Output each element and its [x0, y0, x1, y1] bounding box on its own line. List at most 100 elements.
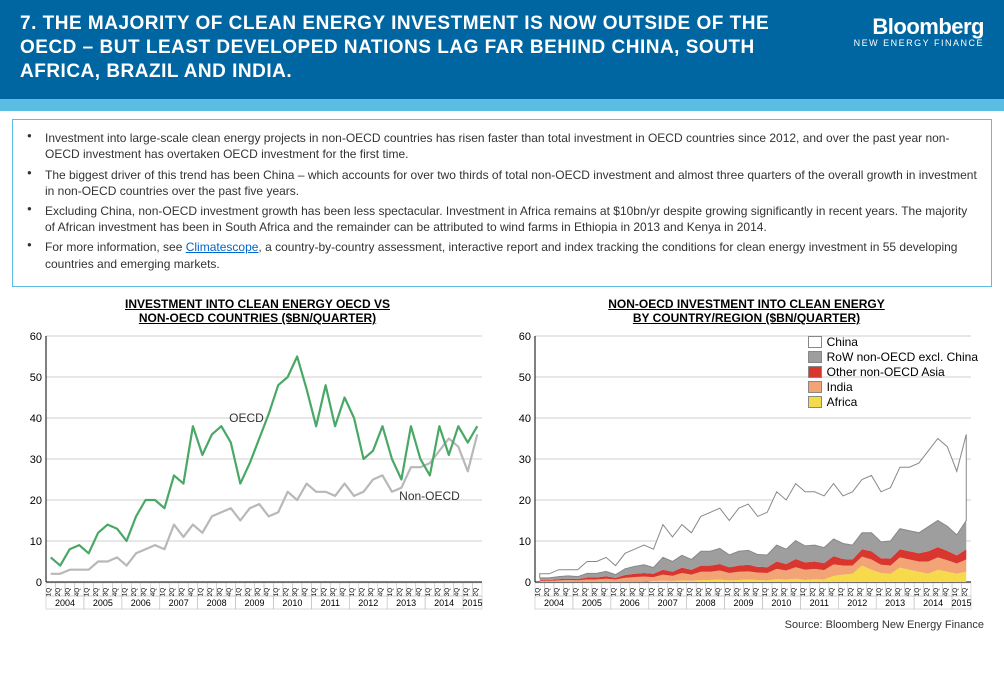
- bullet-item: For more information, see Climatescope, …: [27, 239, 977, 271]
- svg-text:2005: 2005: [582, 598, 602, 608]
- legend-item: Africa: [808, 395, 978, 410]
- svg-text:2005: 2005: [93, 598, 113, 608]
- svg-text:1Q: 1Q: [573, 587, 580, 596]
- svg-text:4Q: 4Q: [753, 587, 760, 596]
- source-text: Source: Bloomberg New Energy Finance: [0, 619, 1004, 631]
- svg-text:2Q: 2Q: [93, 587, 100, 596]
- legend-label: India: [827, 380, 853, 395]
- legend-swatch: [808, 396, 822, 408]
- svg-text:10: 10: [519, 536, 531, 548]
- svg-text:1Q: 1Q: [197, 587, 204, 596]
- logo: Bloomberg NEW ENERGY FINANCE: [854, 12, 984, 48]
- svg-text:4Q: 4Q: [942, 587, 949, 596]
- svg-text:3Q: 3Q: [781, 587, 788, 596]
- svg-text:2Q: 2Q: [696, 587, 703, 596]
- svg-text:4Q: 4Q: [715, 587, 722, 596]
- svg-text:3Q: 3Q: [444, 587, 451, 596]
- svg-text:60: 60: [30, 332, 42, 343]
- legend-swatch: [808, 366, 822, 378]
- svg-text:2007: 2007: [658, 598, 678, 608]
- svg-text:3Q: 3Q: [178, 587, 185, 596]
- svg-text:1Q: 1Q: [762, 587, 769, 596]
- page-title: 7. THE MAJORITY OF CLEAN ENERGY INVESTME…: [20, 12, 770, 83]
- svg-text:4Q: 4Q: [601, 587, 608, 596]
- svg-text:4Q: 4Q: [340, 587, 347, 596]
- svg-text:1Q: 1Q: [952, 587, 959, 596]
- svg-text:0: 0: [525, 577, 531, 589]
- svg-text:2Q: 2Q: [55, 587, 62, 596]
- svg-text:1Q: 1Q: [800, 587, 807, 596]
- svg-text:4Q: 4Q: [791, 587, 798, 596]
- bullets-list: Investment into large-scale clean energy…: [27, 130, 977, 272]
- chart-left-title: INVESTMENT INTO CLEAN ENERGY OECD VS NON…: [18, 297, 497, 326]
- legend-item: Other non-OECD Asia: [808, 365, 978, 380]
- svg-text:1Q: 1Q: [535, 587, 542, 596]
- svg-text:2Q: 2Q: [544, 587, 551, 596]
- svg-text:2014: 2014: [434, 598, 454, 608]
- svg-text:2Q: 2Q: [848, 587, 855, 596]
- svg-text:4Q: 4Q: [112, 587, 119, 596]
- svg-text:1Q: 1Q: [648, 587, 655, 596]
- svg-text:1Q: 1Q: [876, 587, 883, 596]
- svg-text:50: 50: [30, 372, 42, 384]
- svg-text:3Q: 3Q: [141, 587, 148, 596]
- svg-text:1Q: 1Q: [159, 587, 166, 596]
- svg-text:1Q: 1Q: [349, 587, 356, 596]
- legend-label: Other non-OECD Asia: [827, 365, 945, 380]
- svg-text:2006: 2006: [131, 598, 151, 608]
- svg-text:2014: 2014: [923, 598, 943, 608]
- svg-text:1Q: 1Q: [273, 587, 280, 596]
- svg-text:1Q: 1Q: [463, 587, 470, 596]
- svg-text:4Q: 4Q: [377, 587, 384, 596]
- svg-text:2008: 2008: [207, 598, 227, 608]
- legend-swatch: [808, 351, 822, 363]
- svg-text:4Q: 4Q: [74, 587, 81, 596]
- climatescope-link[interactable]: Climatescope: [186, 240, 259, 254]
- svg-text:40: 40: [30, 413, 42, 425]
- chart-left-svg: 010203040506020041Q2Q3Q4Q20051Q2Q3Q4Q200…: [18, 332, 497, 617]
- bullet-item: The biggest driver of this trend has bee…: [27, 167, 977, 199]
- svg-text:2010: 2010: [282, 598, 302, 608]
- svg-text:2Q: 2Q: [885, 587, 892, 596]
- svg-text:3Q: 3Q: [933, 587, 940, 596]
- svg-text:3Q: 3Q: [592, 587, 599, 596]
- svg-text:2011: 2011: [810, 598, 829, 608]
- svg-text:3Q: 3Q: [895, 587, 902, 596]
- svg-text:3Q: 3Q: [406, 587, 413, 596]
- legend-label: China: [827, 335, 858, 350]
- svg-text:2007: 2007: [169, 598, 189, 608]
- svg-text:2Q: 2Q: [582, 587, 589, 596]
- svg-text:2011: 2011: [321, 598, 340, 608]
- svg-text:3Q: 3Q: [254, 587, 261, 596]
- svg-text:2Q: 2Q: [283, 587, 290, 596]
- svg-text:2Q: 2Q: [810, 587, 817, 596]
- svg-text:4Q: 4Q: [639, 587, 646, 596]
- svg-text:1Q: 1Q: [686, 587, 693, 596]
- svg-text:2Q: 2Q: [734, 587, 741, 596]
- svg-text:3Q: 3Q: [103, 587, 110, 596]
- charts-row: INVESTMENT INTO CLEAN ENERGY OECD VS NON…: [0, 297, 1004, 617]
- svg-text:3Q: 3Q: [216, 587, 223, 596]
- svg-text:3Q: 3Q: [705, 587, 712, 596]
- svg-text:1Q: 1Q: [724, 587, 731, 596]
- legend-swatch: [808, 336, 822, 348]
- svg-text:2009: 2009: [734, 598, 754, 608]
- svg-text:2Q: 2Q: [207, 587, 214, 596]
- svg-text:4Q: 4Q: [904, 587, 911, 596]
- svg-text:2008: 2008: [696, 598, 716, 608]
- svg-text:2Q: 2Q: [923, 587, 930, 596]
- legend: ChinaRoW non-OECD excl. ChinaOther non-O…: [808, 335, 978, 410]
- svg-text:2Q: 2Q: [396, 587, 403, 596]
- chart-right: NON-OECD INVESTMENT INTO CLEAN ENERGY BY…: [507, 297, 986, 617]
- svg-text:1Q: 1Q: [235, 587, 242, 596]
- svg-text:3Q: 3Q: [330, 587, 337, 596]
- legend-swatch: [808, 381, 822, 393]
- svg-text:60: 60: [519, 332, 531, 343]
- svg-text:1Q: 1Q: [611, 587, 618, 596]
- svg-text:2012: 2012: [358, 598, 378, 608]
- svg-text:2Q: 2Q: [321, 587, 328, 596]
- svg-text:4Q: 4Q: [226, 587, 233, 596]
- svg-text:2004: 2004: [55, 598, 75, 608]
- svg-text:2Q: 2Q: [169, 587, 176, 596]
- bullet-item: Investment into large-scale clean energy…: [27, 130, 977, 162]
